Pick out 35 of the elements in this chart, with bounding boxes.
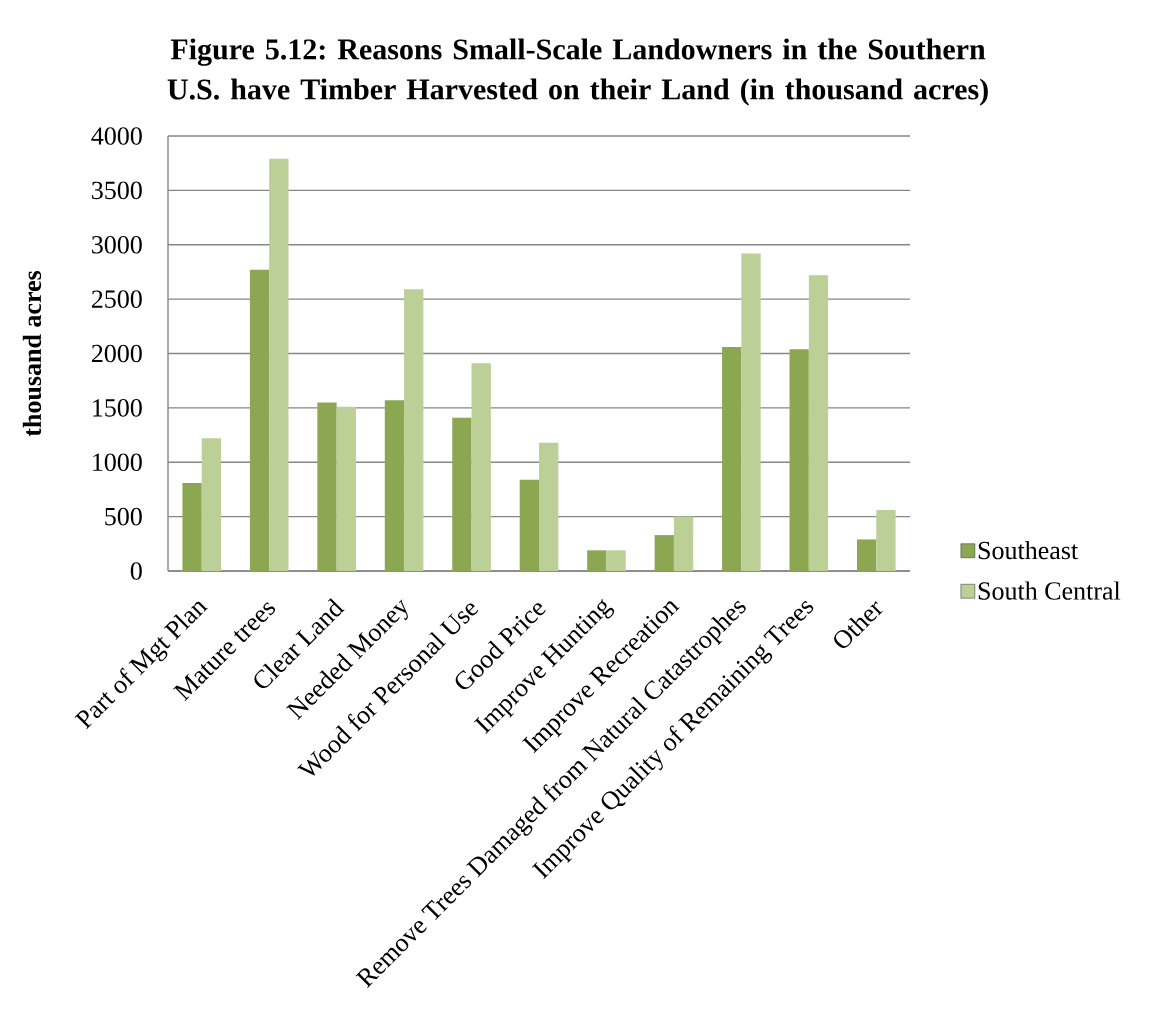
bar bbox=[876, 510, 896, 571]
bar bbox=[673, 516, 694, 571]
bar bbox=[539, 442, 559, 571]
y-tick-label: 4000 bbox=[91, 127, 142, 145]
bar bbox=[269, 158, 289, 571]
bar bbox=[654, 535, 674, 571]
bar bbox=[519, 479, 540, 571]
bar bbox=[404, 289, 424, 571]
bar bbox=[789, 349, 809, 571]
bar bbox=[317, 402, 337, 571]
chart-title: Figure 5.12: Reasons Small-Scale Landowners in the Southern U.S. have Timber Harvested on their Land (in thousand acres) bbox=[167, 38, 988, 106]
bar bbox=[856, 539, 877, 571]
y-tick-label: 1000 bbox=[93, 453, 142, 472]
y-tick-label: 0 bbox=[130, 562, 142, 580]
bar bbox=[606, 550, 626, 571]
bar bbox=[182, 482, 202, 571]
bar bbox=[249, 269, 270, 571]
y-tick-label: 2000 bbox=[91, 344, 142, 363]
bar bbox=[808, 275, 829, 571]
y-tick-label: 500 bbox=[105, 507, 142, 526]
bar bbox=[471, 363, 491, 571]
bar bbox=[587, 550, 607, 571]
bar bbox=[201, 438, 222, 571]
y-tick-label: 2500 bbox=[91, 290, 142, 308]
y-axis-title: thousand acres bbox=[22, 270, 42, 437]
y-tick-label: 1500 bbox=[93, 399, 142, 417]
legend-label: South Central bbox=[978, 581, 1121, 600]
bar bbox=[722, 346, 742, 571]
bar bbox=[336, 406, 356, 571]
bar bbox=[384, 400, 405, 571]
bar bbox=[452, 417, 472, 571]
bar bbox=[741, 253, 761, 571]
y-tick-label: 3000 bbox=[92, 235, 142, 254]
y-tick-label: 3500 bbox=[92, 181, 142, 200]
legend-label: Southeast bbox=[978, 540, 1079, 560]
